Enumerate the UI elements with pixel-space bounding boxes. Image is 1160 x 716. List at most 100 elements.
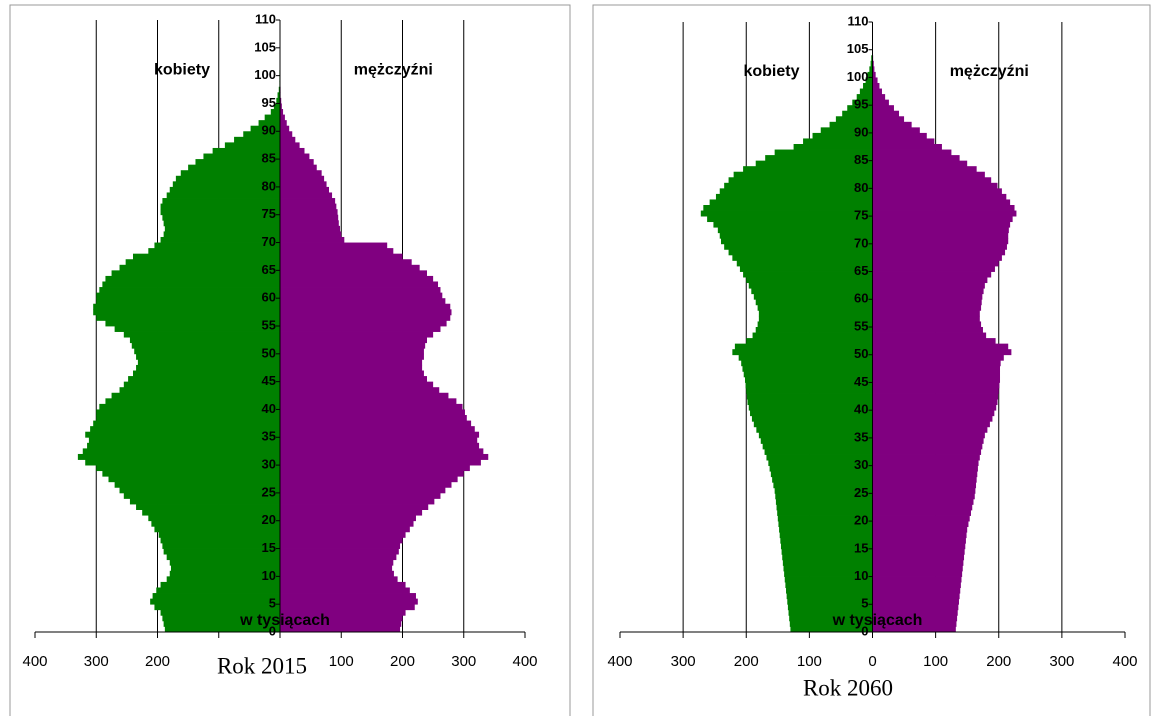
bar	[872, 210, 1017, 217]
y-tick-label: 85	[854, 152, 868, 167]
bar	[872, 548, 965, 555]
bar	[724, 182, 873, 189]
y-tick-label: 70	[262, 234, 276, 249]
y-tick-label: 40	[854, 402, 868, 417]
bar	[280, 598, 418, 605]
bar	[280, 431, 480, 438]
bar	[280, 604, 415, 611]
bar	[872, 504, 973, 511]
bar	[160, 203, 280, 210]
bar	[872, 615, 958, 622]
bar	[160, 209, 280, 216]
y-tick-label: 5	[269, 596, 276, 611]
bar	[123, 381, 280, 388]
bar	[764, 449, 873, 455]
bar	[160, 609, 280, 616]
y-tick-label: 5	[861, 596, 868, 611]
title-bg	[790, 676, 906, 704]
bar	[733, 171, 873, 178]
bar	[739, 266, 873, 272]
bar	[752, 332, 873, 339]
bar	[872, 582, 961, 589]
y-tick-label: 45	[854, 374, 868, 389]
bar	[280, 620, 402, 627]
bar	[742, 365, 873, 372]
x-tick-label: 400	[22, 653, 47, 670]
bar	[114, 326, 280, 332]
bar	[758, 315, 873, 322]
bar	[280, 515, 416, 522]
bar	[859, 88, 873, 95]
bar	[77, 453, 280, 460]
bar	[243, 131, 280, 138]
bar	[755, 327, 873, 333]
bar	[812, 132, 873, 139]
bar	[280, 442, 480, 449]
bar	[280, 415, 467, 421]
bar	[835, 116, 873, 123]
bar	[136, 353, 280, 360]
bar	[872, 293, 983, 300]
bar	[755, 299, 873, 306]
bar	[280, 264, 420, 271]
x-tick-label: 300	[451, 653, 476, 670]
y-tick-label: 70	[854, 235, 868, 250]
bar	[154, 526, 280, 533]
bar	[865, 77, 873, 84]
bar	[280, 287, 441, 294]
bar	[790, 626, 873, 633]
y-tick-label: 35	[854, 429, 868, 444]
bar	[746, 393, 873, 400]
bar	[766, 454, 873, 461]
bar	[872, 510, 971, 516]
bar	[768, 460, 873, 467]
bar	[728, 177, 873, 184]
bar	[872, 277, 988, 284]
y-tick-label: 95	[262, 95, 276, 110]
bar	[280, 181, 327, 188]
x-tick-label: 100	[797, 653, 822, 670]
bar	[872, 521, 969, 528]
bar	[280, 381, 434, 388]
bar	[872, 543, 966, 550]
bar	[96, 465, 280, 472]
bar	[872, 155, 960, 162]
y-tick-label: 105	[254, 39, 276, 54]
bar	[102, 470, 280, 477]
bar	[163, 220, 280, 227]
bar	[872, 166, 977, 173]
bar	[85, 459, 280, 466]
y-tick-label: 50	[262, 345, 276, 360]
bar	[703, 205, 873, 211]
bar	[803, 138, 873, 145]
y-tick-label: 25	[262, 484, 276, 499]
bar	[872, 327, 983, 333]
bar	[872, 443, 983, 450]
y-tick-label: 110	[848, 13, 869, 28]
bar	[872, 498, 974, 505]
bar	[872, 526, 968, 533]
bar	[775, 498, 873, 505]
bar	[280, 359, 423, 366]
bar	[872, 587, 961, 594]
bar	[783, 565, 873, 572]
bar	[280, 270, 427, 277]
bar	[748, 404, 873, 411]
bar	[769, 465, 873, 472]
bar	[872, 432, 985, 439]
bar	[750, 410, 873, 417]
bar	[250, 125, 280, 132]
bar	[96, 415, 280, 421]
annotation: w tysiącach	[832, 612, 923, 629]
y-tick-label: 80	[262, 178, 276, 193]
bar	[96, 314, 280, 321]
bar	[872, 332, 987, 339]
bar	[782, 559, 873, 566]
bar	[774, 487, 873, 494]
bar	[870, 60, 873, 67]
bar	[280, 448, 484, 455]
bar	[872, 282, 985, 289]
y-tick-label: 20	[854, 513, 868, 528]
bar	[747, 399, 873, 406]
